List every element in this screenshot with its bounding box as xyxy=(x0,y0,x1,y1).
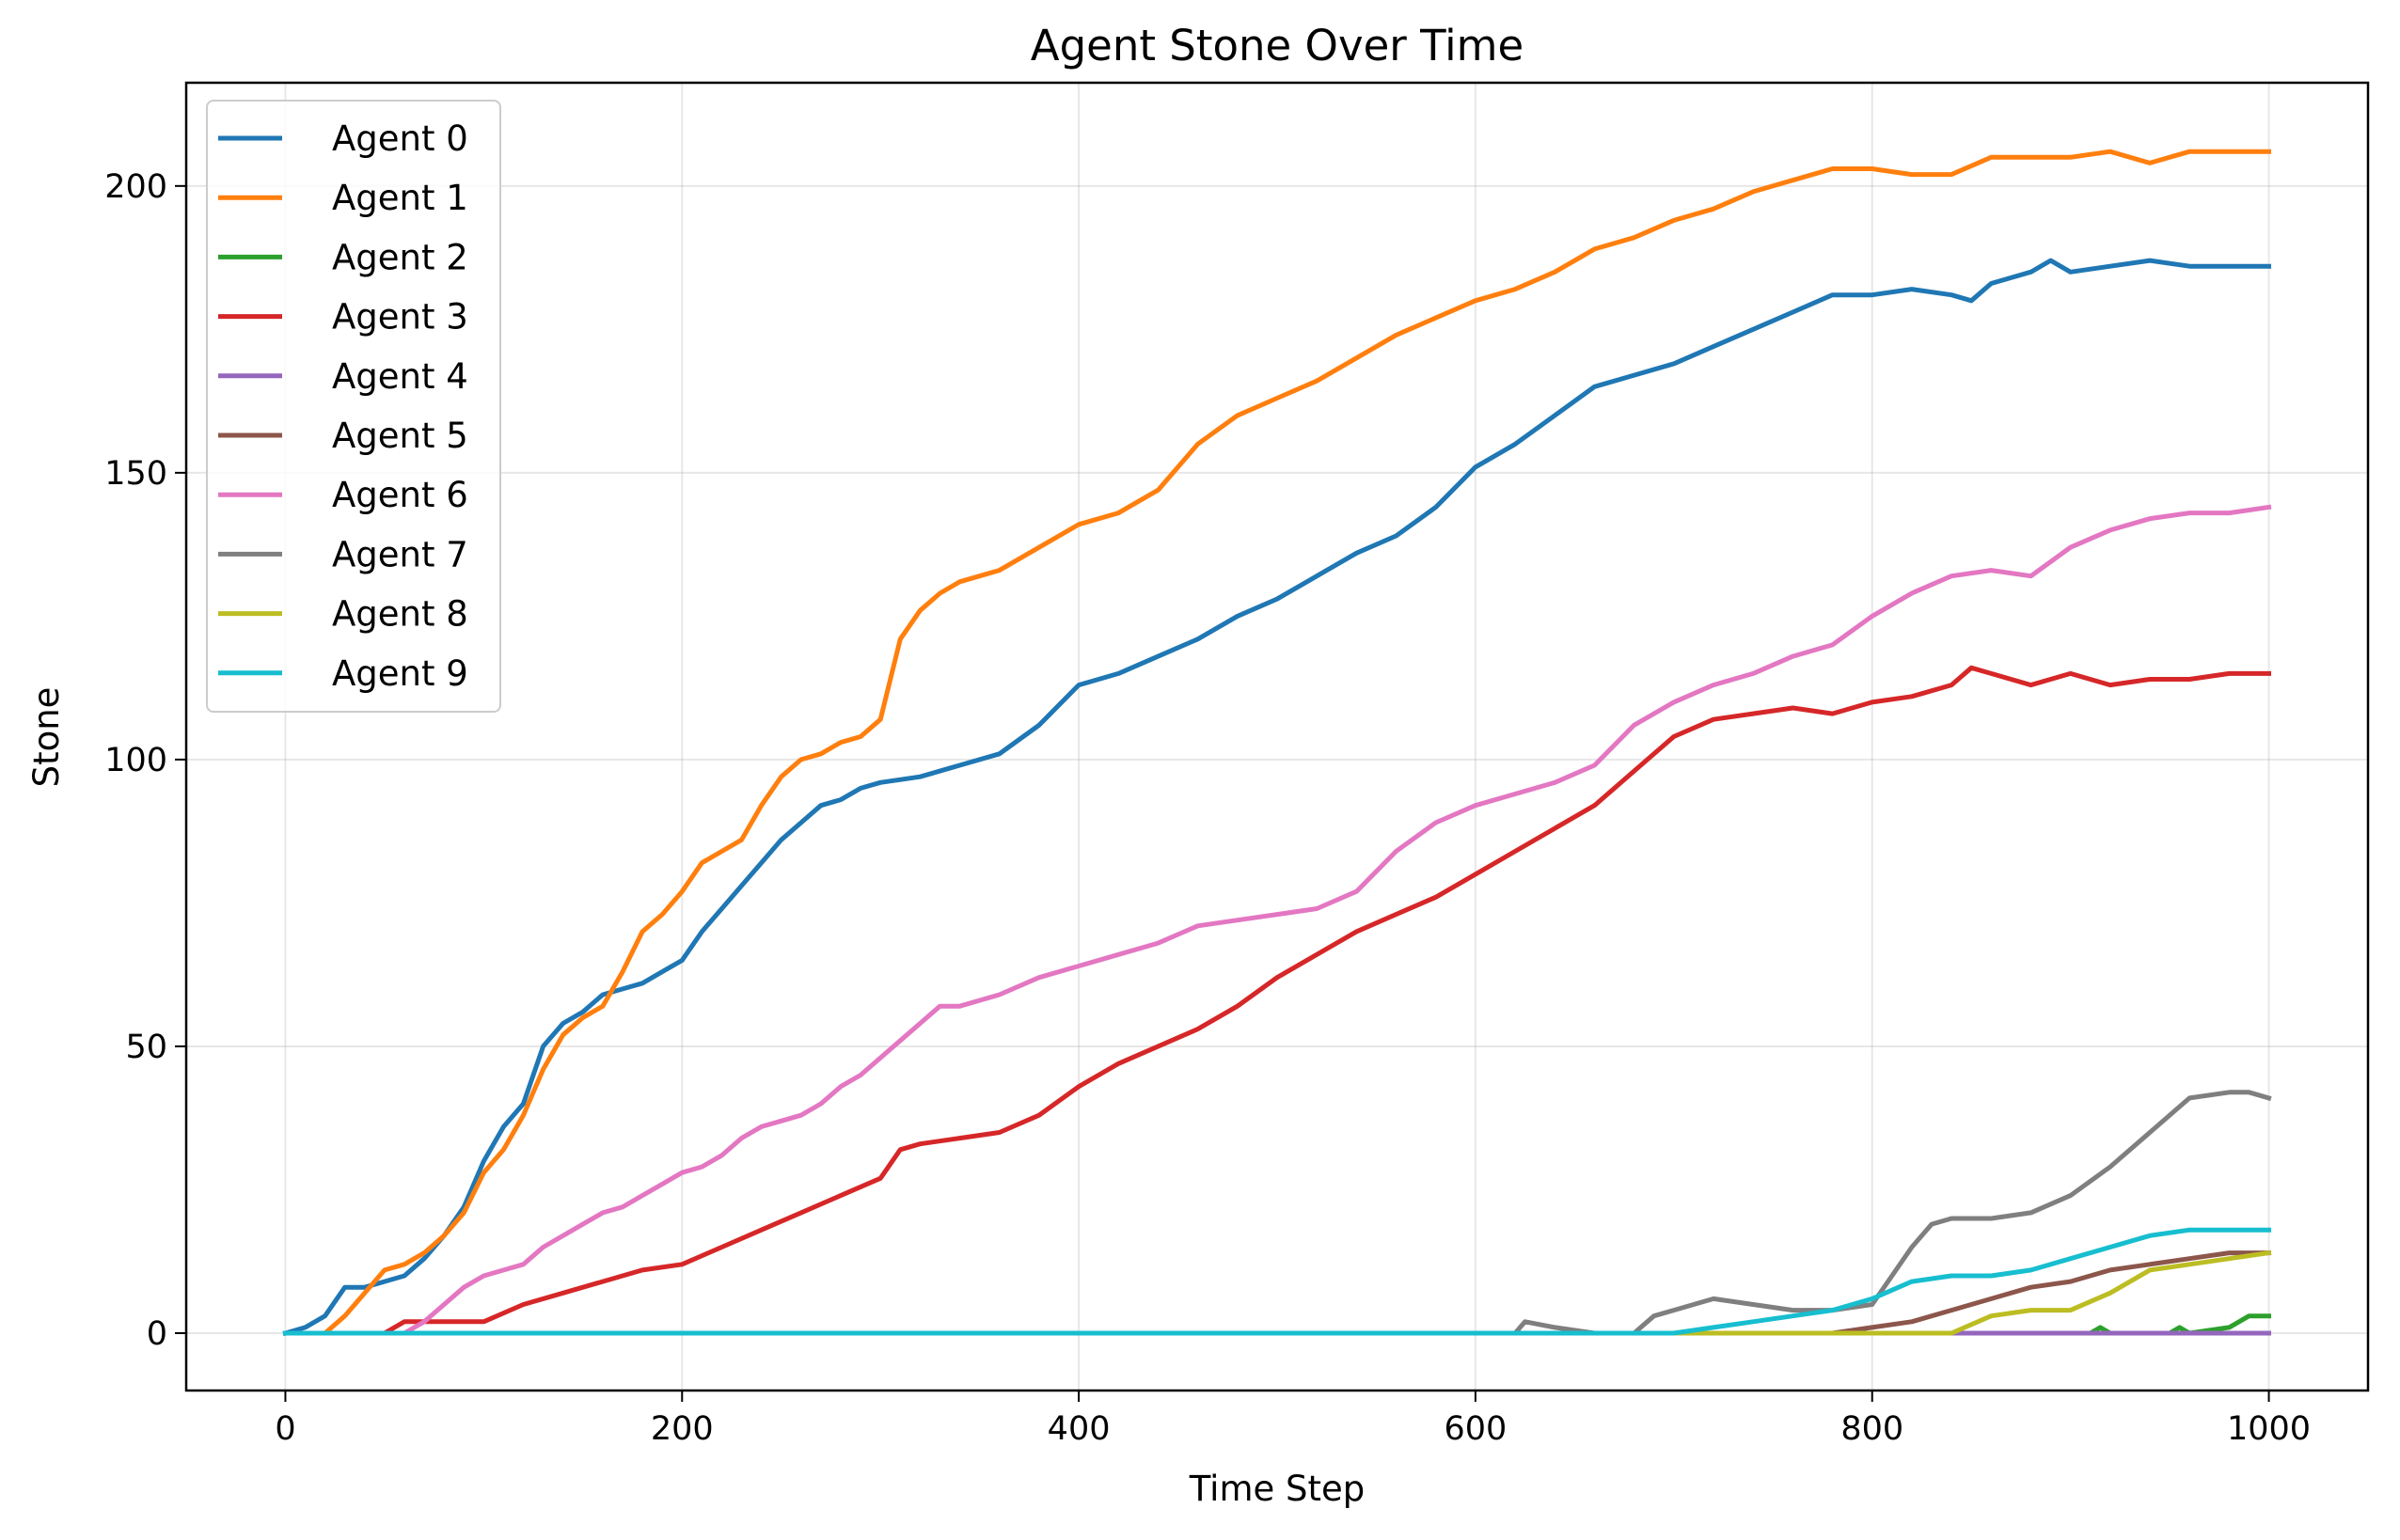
x-tick-label: 400 xyxy=(1048,1410,1111,1448)
series-line-agent-2 xyxy=(283,1313,2271,1336)
x-tick-label: 600 xyxy=(1445,1410,1508,1448)
chart-title: Agent Stone Over Time xyxy=(1031,21,1524,71)
y-axis-label: Stone xyxy=(26,687,67,788)
y-tick-label: 0 xyxy=(147,1315,167,1353)
legend-label: Agent 3 xyxy=(332,297,468,338)
legend-label: Agent 8 xyxy=(332,594,468,635)
y-axis: 0 50 100 150 200 xyxy=(104,168,186,1353)
legend-label: Agent 2 xyxy=(332,237,468,277)
plot-frame xyxy=(184,81,2370,1392)
x-tick-label: 0 xyxy=(275,1410,295,1448)
series-line-agent-1 xyxy=(283,149,2271,1336)
y-tick-label: 150 xyxy=(104,455,167,493)
y-tick-label: 50 xyxy=(125,1029,167,1066)
legend-label: Agent 6 xyxy=(332,475,468,515)
x-axis-label: Time Step xyxy=(1189,1469,1366,1509)
x-tick-label: 200 xyxy=(651,1410,714,1448)
series-line-agent-9 xyxy=(283,1227,2271,1336)
legend-label: Agent 9 xyxy=(332,653,468,694)
series-line-agent-6 xyxy=(283,504,2272,1336)
series-line-agent-0 xyxy=(282,258,2271,1337)
legend-label: Agent 0 xyxy=(332,118,468,159)
legend: Agent 0 Agent 1 Agent 2 Agent 3 Agent 4 Agent… xyxy=(206,100,501,713)
x-tick-label: 1000 xyxy=(2227,1410,2311,1448)
y-tick-label: 100 xyxy=(104,742,167,779)
series-line-agent-5 xyxy=(283,1250,2271,1336)
x-tick-label: 800 xyxy=(1840,1410,1903,1448)
legend-label: Agent 4 xyxy=(332,356,468,397)
legend-label: Agent 5 xyxy=(332,416,468,456)
legend-box xyxy=(206,100,501,713)
y-tick-label: 200 xyxy=(104,168,167,206)
series-line-agent-3 xyxy=(283,665,2271,1336)
legend-label: Agent 1 xyxy=(332,178,468,218)
legend-label: Agent 7 xyxy=(332,534,468,574)
series-layer xyxy=(282,149,2272,1337)
series-line-agent-8 xyxy=(283,1249,2272,1336)
x-axis: 0 200 400 600 800 1000 xyxy=(275,1391,2311,1448)
